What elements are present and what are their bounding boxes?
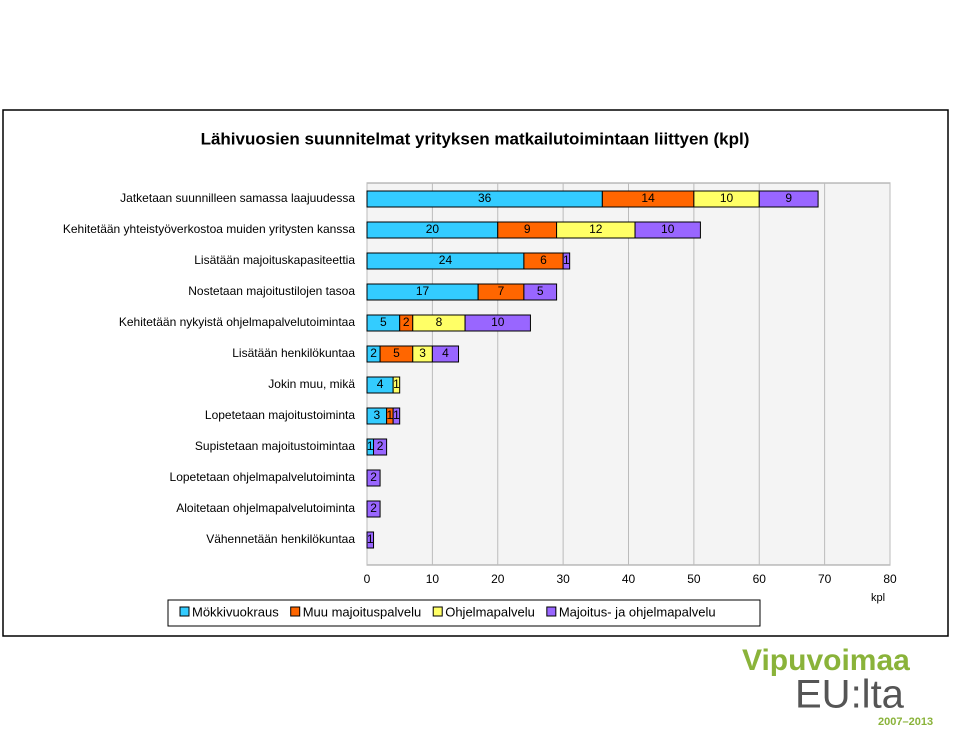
bar-segment: [464, 314, 531, 332]
data-label: 1: [393, 408, 400, 422]
data-label: 5: [380, 315, 387, 329]
y-tick-label: Nostetaan majoitustilojen tasoa: [188, 284, 355, 298]
y-tick-label: Jatketaan suunnilleen samassa laajuudess…: [120, 191, 355, 205]
data-label: 10: [720, 191, 734, 205]
chart-title: Lähivuosien suunnitelmat yrityksen matka…: [201, 129, 750, 148]
legend-swatch: [432, 606, 443, 617]
x-tick-label: 0: [364, 572, 371, 586]
x-tick-label: 10: [426, 572, 440, 586]
y-tick-label: Vähennetään henkilökuntaa: [206, 532, 355, 546]
data-label: 4: [442, 346, 449, 360]
data-label: 5: [537, 284, 544, 298]
logo-years: 2007–2013: [878, 716, 933, 728]
y-tick-label: Jokin muu, mikä: [268, 377, 355, 391]
bar-segment: [431, 345, 460, 363]
data-label: 2: [370, 470, 377, 484]
data-label: 5: [393, 346, 400, 360]
x-tick-label: 70: [818, 572, 832, 586]
legend: [167, 599, 761, 627]
logo-sub: EU:lta: [795, 673, 905, 717]
data-label: 9: [785, 191, 792, 205]
legend-swatch: [290, 606, 301, 617]
data-label: 10: [661, 222, 675, 236]
bar-segment: [562, 252, 571, 270]
data-label: 2: [370, 501, 377, 515]
data-label: 1: [393, 377, 400, 391]
data-label: 12: [589, 222, 603, 236]
data-label: 3: [373, 408, 380, 422]
data-label: 3: [419, 346, 426, 360]
legend-swatch: [546, 606, 557, 617]
data-label: 4: [377, 377, 384, 391]
data-label: 24: [439, 253, 453, 267]
legend-label: Ohjelmapalvelu: [445, 604, 535, 619]
bar-segment: [634, 221, 701, 239]
data-label: 20: [426, 222, 440, 236]
data-label: 36: [478, 191, 492, 205]
data-label: 1: [367, 439, 374, 453]
bar-segment: [758, 190, 819, 208]
legend-swatch: [179, 606, 190, 617]
bar-segment: [366, 531, 375, 549]
x-tick-label: 20: [491, 572, 505, 586]
y-tick-label: Aloitetaan ohjelmapalvelutoiminta: [176, 501, 355, 515]
legend-label: Mökkivuokraus: [192, 604, 279, 619]
x-tick-label: 80: [883, 572, 897, 586]
bar-segment: [366, 500, 381, 518]
data-label: 1: [387, 408, 394, 422]
y-tick-label: Supistetaan majoitustoimintaa: [195, 439, 355, 453]
y-tick-label: Lisätään majoituskapasiteettia: [194, 253, 355, 267]
bar-segment: [392, 407, 401, 425]
x-tick-label: 60: [753, 572, 767, 586]
x-tick-label: 30: [556, 572, 570, 586]
data-label: 14: [641, 191, 655, 205]
data-label: 1: [367, 532, 374, 546]
data-label: 2: [403, 315, 410, 329]
data-label: 2: [370, 346, 377, 360]
data-label: 7: [498, 284, 505, 298]
y-tick-label: Lisätään henkilökuntaa: [232, 346, 355, 360]
data-label: 17: [416, 284, 430, 298]
bar-segment: [373, 438, 388, 456]
y-tick-label: Kehitetään yhteistyöverkostoa muiden yri…: [63, 222, 355, 236]
y-tick-label: Lopetetaan ohjelmapalvelutoiminta: [170, 470, 356, 484]
data-label: 1: [563, 253, 570, 267]
bar-segment: [523, 283, 558, 301]
y-tick-label: Kehitetään nykyistä ohjelmapalvelutoimin…: [119, 315, 355, 329]
data-label: 2: [377, 439, 384, 453]
x-tick-label: 50: [687, 572, 701, 586]
legend-label: Majoitus- ja ohjelmapalvelu: [559, 604, 716, 619]
data-label: 6: [540, 253, 547, 267]
logo-name: Vipuvoimaa: [742, 644, 910, 677]
x-tick-label: 40: [622, 572, 636, 586]
x-axis-label: kpl: [871, 592, 885, 604]
data-label: 10: [491, 315, 505, 329]
data-label: 9: [524, 222, 531, 236]
data-label: 8: [436, 315, 443, 329]
bar-segment: [366, 469, 381, 487]
legend-label: Muu majoituspalvelu: [303, 604, 422, 619]
y-tick-label: Lopetetaan majoitustoiminta: [205, 408, 355, 422]
bar-segment: [392, 376, 401, 394]
